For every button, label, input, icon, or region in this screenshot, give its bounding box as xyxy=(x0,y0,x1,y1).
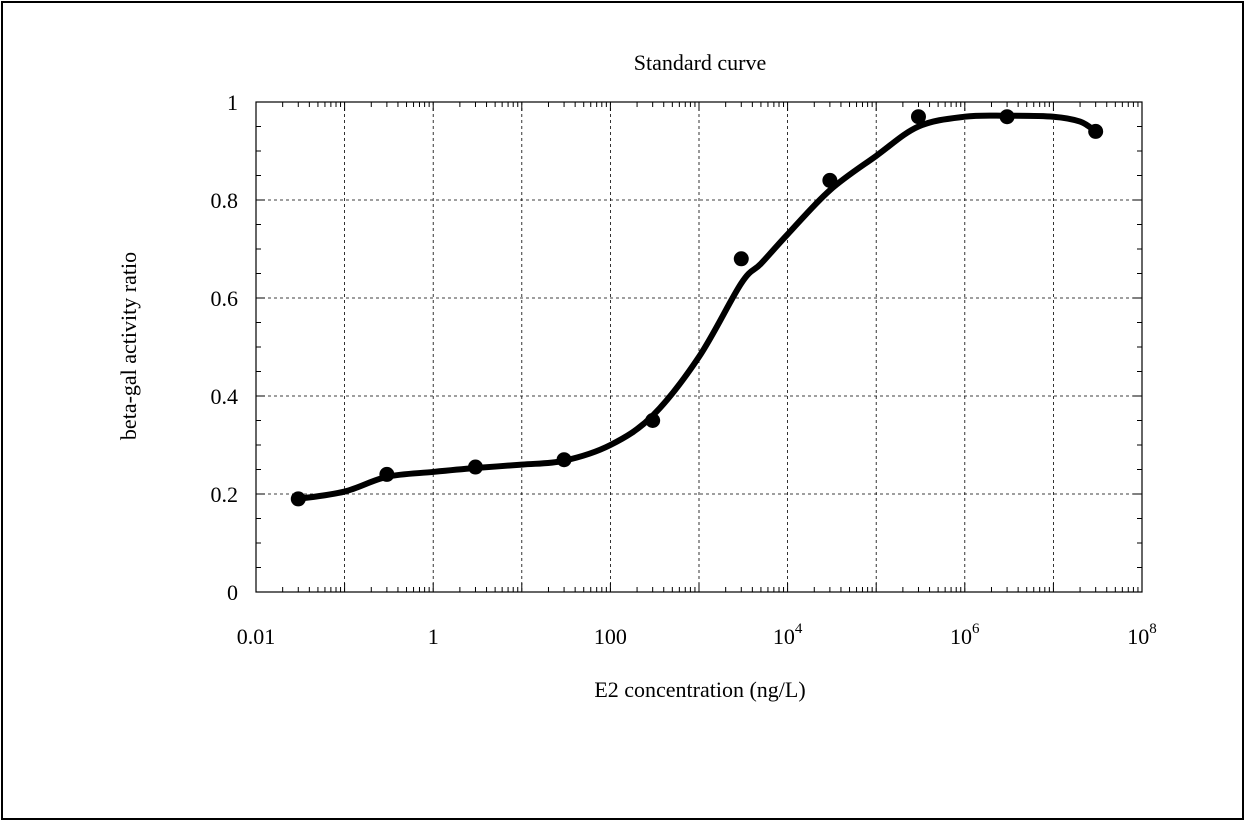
y-tick-label: 0.6 xyxy=(211,286,239,311)
y-tick-label: 1 xyxy=(227,90,238,115)
data-point xyxy=(999,109,1015,125)
x-tick-label: 104 xyxy=(773,621,803,649)
data-point xyxy=(290,491,306,507)
data-point xyxy=(467,459,483,475)
x-tick-label: 108 xyxy=(1127,621,1157,649)
x-tick-label: 100 xyxy=(594,624,627,649)
y-tick-label: 0.4 xyxy=(211,384,239,409)
x-tick-label: 1 xyxy=(428,624,439,649)
standard-curve-chart: Standard curve E2 concentration (ng/L) b… xyxy=(116,50,1157,702)
y-tick-label: 0.8 xyxy=(211,188,239,213)
data-point xyxy=(822,172,838,188)
chart-title: Standard curve xyxy=(634,50,767,75)
fitted-curve-line xyxy=(295,112,1099,502)
x-tick-label: 0.01 xyxy=(237,624,276,649)
y-axis-label: beta-gal activity ratio xyxy=(116,252,141,440)
data-point xyxy=(910,109,926,125)
y-tick-label: 0.2 xyxy=(211,482,239,507)
x-tick-label: 106 xyxy=(950,621,980,649)
data-point xyxy=(379,466,395,482)
data-point xyxy=(645,413,661,428)
x-axis-label: E2 concentration (ng/L) xyxy=(594,677,805,702)
data-points-layer xyxy=(290,109,1104,507)
tick-labels: 0.01 1 100 104 106 108 0 0.2 0.4 0.6 0.8 1 xyxy=(211,90,1157,649)
fitted-curve-layer xyxy=(295,112,1099,502)
y-tick-label: 0 xyxy=(227,580,238,605)
data-point xyxy=(1088,123,1104,139)
data-point xyxy=(733,251,749,267)
grid xyxy=(256,102,1142,592)
data-point xyxy=(556,452,572,468)
axes xyxy=(255,101,1143,593)
